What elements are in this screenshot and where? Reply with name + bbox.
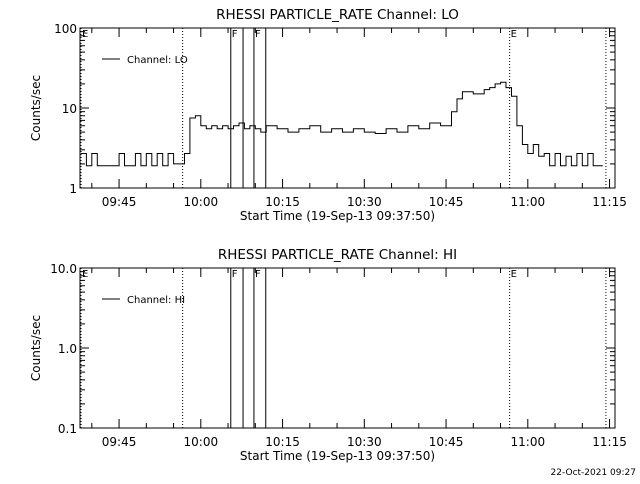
chart-title: RHESSI PARTICLE_RATE Channel: LO [216,7,459,23]
legend-label: Channel: HI [127,295,185,306]
x-tick-label: 11:15 [592,195,627,209]
x-tick-label: 11:00 [511,435,546,449]
event-marker-label: E [82,269,88,280]
y-tick-label: 100 [54,22,77,36]
y-tick-label: 1 [69,182,77,196]
y-tick-label: 0.1 [58,422,77,436]
x-tick-label: 10:15 [265,195,300,209]
x-tick-label: 10:15 [265,435,300,449]
event-marker-label: E [511,29,517,40]
x-tick-label: 10:30 [347,435,382,449]
x-axis-label: Start Time (19-Sep-13 09:37:50) [240,449,435,463]
y-tick-label: 10 [62,102,77,116]
chart-title: RHESSI PARTICLE_RATE Channel: HI [218,247,457,263]
event-marker-label: E [82,29,88,40]
x-tick-label: 10:45 [429,195,464,209]
x-tick-label: 09:45 [102,195,137,209]
x-tick-label: 10:00 [184,435,219,449]
y-axis-label: Counts/sec [29,75,43,141]
footer-timestamp: 22-Oct-2021 09:27 [551,468,636,478]
x-tick-label: 10:30 [347,195,382,209]
x-tick-label: 09:45 [102,435,137,449]
event-marker-label: E [511,269,517,280]
legend-label: Channel: LO [127,55,188,66]
y-tick-label: 10.0 [50,262,77,276]
event-marker-label: F [232,29,238,40]
x-tick-label: 11:00 [511,195,546,209]
y-axis-label: Counts/sec [29,315,43,381]
y-tick-label: 1.0 [58,342,77,356]
event-marker-label: F [255,269,261,280]
x-axis-label: Start Time (19-Sep-13 09:37:50) [240,209,435,223]
x-tick-label: 10:45 [429,435,464,449]
event-marker-label: F [255,29,261,40]
series-line [80,81,603,167]
x-tick-label: 11:15 [592,435,627,449]
event-marker-label: F [232,269,238,280]
x-tick-label: 10:00 [184,195,219,209]
